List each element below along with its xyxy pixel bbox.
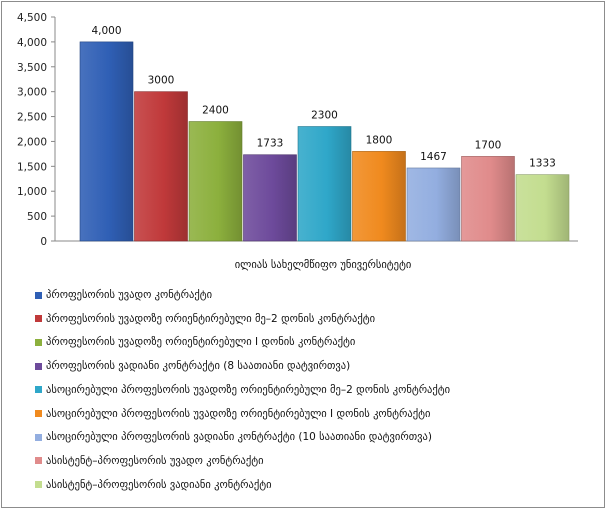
y-tick-label: 4,500: [17, 12, 47, 24]
legend-swatch: [35, 315, 42, 323]
data-label-8: 1700: [475, 139, 502, 151]
legend-label: ასოცირებული პროფესორის ვადიანი კონტრაქტი…: [46, 431, 432, 444]
legend-item-8: ასისტენტ–პროფესორის უვადო კონტრაქტი: [35, 453, 264, 469]
legend-item-7: ასოცირებული პროფესორის ვადიანი კონტრაქტი…: [35, 429, 432, 445]
legend-swatch: [35, 481, 42, 489]
bar-6: [352, 151, 406, 242]
y-tick-label: 1,000: [17, 186, 47, 198]
data-label-9: 1333: [529, 158, 556, 170]
legend-label: პროფესორის უვადოზე ორიენტირებული I დონის…: [46, 336, 356, 349]
data-label-7: 1467: [420, 151, 447, 163]
y-tick-label: 2,500: [17, 112, 47, 124]
legend-swatch: [35, 433, 42, 441]
y-tick-label: 4,000: [17, 37, 47, 49]
legend-label: პროფესორის უვადო კონტრაქტი: [46, 289, 213, 301]
y-axis-ticks: 0 500 1,000 1,500 2,000 2,500 3,000 3,500 4,000 4…: [17, 12, 55, 248]
data-label-1: 4,000: [91, 25, 121, 37]
y-tick-label: 3,000: [17, 87, 47, 99]
bar-2: [134, 91, 188, 242]
legend-item-4: პროფესორის ვადიანი კონტრაქტი (8 საათიანი…: [35, 358, 350, 374]
bar-chart: 05001,0001,5002,0002,5003,0003,5004,0004…: [17, 12, 578, 271]
bar-4: [243, 154, 297, 242]
y-tick-label: 3,500: [17, 62, 47, 74]
bar-9: [515, 174, 570, 242]
legend-label: ასოცირებული პროფესორის უვადოზე ორიენტირე…: [46, 383, 451, 396]
bar-7: [406, 167, 461, 242]
legend-swatch: [35, 457, 42, 465]
legend-label: პროფესორის უვადოზე ორიენტირებული მე–2 დო…: [46, 312, 376, 325]
data-label-4: 1733: [257, 138, 284, 150]
data-label-3: 2400: [202, 105, 229, 117]
legend-item-9: ასისტენტ–პროფესორის ვადიანი კონტრაქტი: [35, 477, 272, 493]
legend-label: ასისტენტ–პროფესორის უვადო კონტრაქტი: [46, 454, 264, 467]
legend-swatch: [35, 386, 42, 394]
bar-3: [188, 121, 243, 242]
bar-5: [297, 126, 352, 242]
legend-swatch: [35, 338, 42, 346]
bar-8: [461, 156, 515, 242]
y-tick-label: 500: [27, 211, 47, 223]
legend-swatch: [35, 291, 42, 299]
legend-swatch: [35, 410, 42, 417]
bars: [79, 41, 570, 242]
legend-label: პროფესორის ვადიანი კონტრაქტი (8 საათიანი…: [46, 360, 351, 373]
y-tick-label: 0: [40, 236, 47, 248]
legend-swatch: [35, 362, 42, 370]
legend-item-1: პროფესორის უვადო კონტრაქტი: [35, 287, 212, 303]
y-tick-label: 1,500: [17, 161, 47, 173]
data-label-6: 1800: [366, 134, 393, 146]
bar-1: [79, 41, 134, 242]
legend-item-5: ასოცირებული პროფესორის უვადოზე ორიენტირე…: [35, 382, 450, 398]
legend-label: ასისტენტ–პროფესორის ვადიანი კონტრაქტი: [46, 478, 272, 491]
legend-item-3: პროფესორის უვადოზე ორიენტირებული I დონის…: [35, 334, 355, 350]
data-label-2: 3000: [148, 75, 175, 87]
category-label: ილიას სახელმწიფო უნივერსიტეტი: [235, 259, 412, 271]
legend-item-2: პროფესორის უვადოზე ორიენტირებული მე–2 დო…: [35, 311, 375, 327]
legend-label: ასოცირებული პროფესორის უვადოზე ორიენტირე…: [46, 407, 431, 420]
legend-item-6: ასოცირებული პროფესორის უვადოზე ორიენტირე…: [35, 406, 430, 422]
data-label-5: 2300: [311, 110, 338, 122]
y-tick-label: 2,000: [17, 136, 47, 148]
data-labels: 4,000 3000 2400 1733 2300 1800 1467 1700 1333: [91, 25, 555, 170]
category-labels: ილიას სახელმწიფო უნივერსიტეტი: [235, 259, 412, 271]
